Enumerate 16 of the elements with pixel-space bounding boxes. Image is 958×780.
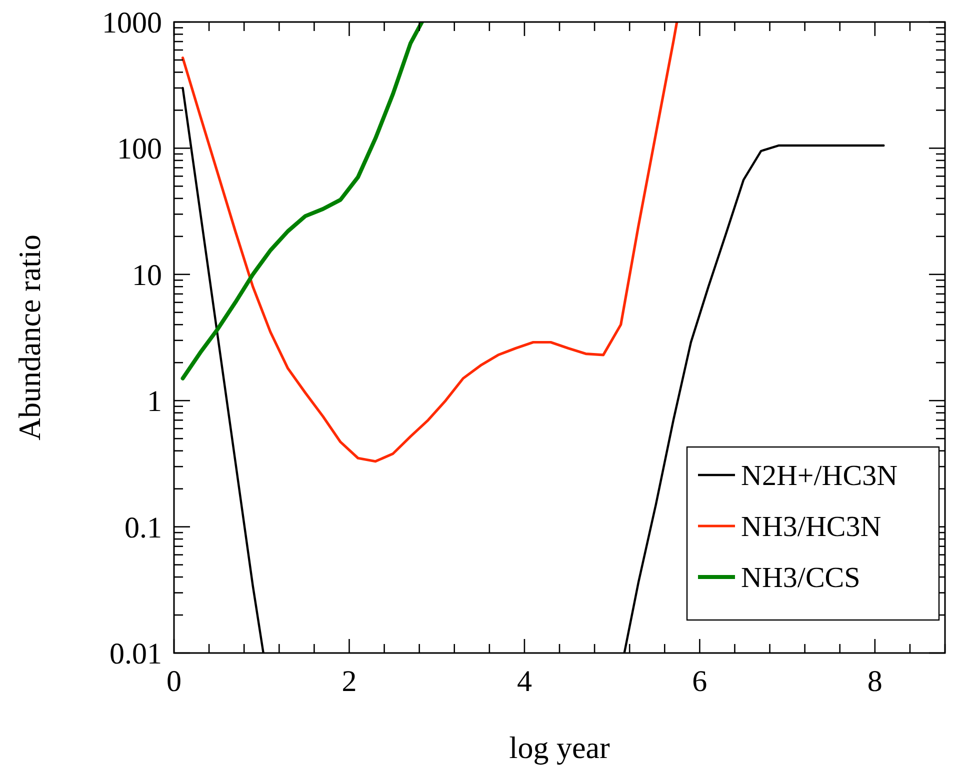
x-tick-label: 6: [692, 665, 708, 698]
y-tick-label: 1000: [102, 6, 162, 40]
x-tick-label: 0: [166, 665, 182, 698]
y-tick-label: 100: [117, 132, 162, 166]
x-axis-title: log year: [509, 730, 611, 765]
legend-label: NH3/HC3N: [741, 511, 882, 544]
y-tick-label: 0.1: [124, 511, 162, 544]
y-tick-label: 0.01: [110, 638, 162, 670]
x-tick-label: 8: [867, 665, 882, 698]
legend-label: NH3/CCS: [741, 562, 860, 594]
legend-label: N2H+/HC3N: [741, 460, 898, 492]
y-tick-label: 1: [147, 385, 162, 418]
x-tick-label: 2: [342, 665, 357, 698]
y-tick-label: 10: [132, 258, 162, 292]
y-axis-title: Abundance ratio: [12, 234, 47, 440]
x-tick-label: 4: [516, 665, 532, 698]
